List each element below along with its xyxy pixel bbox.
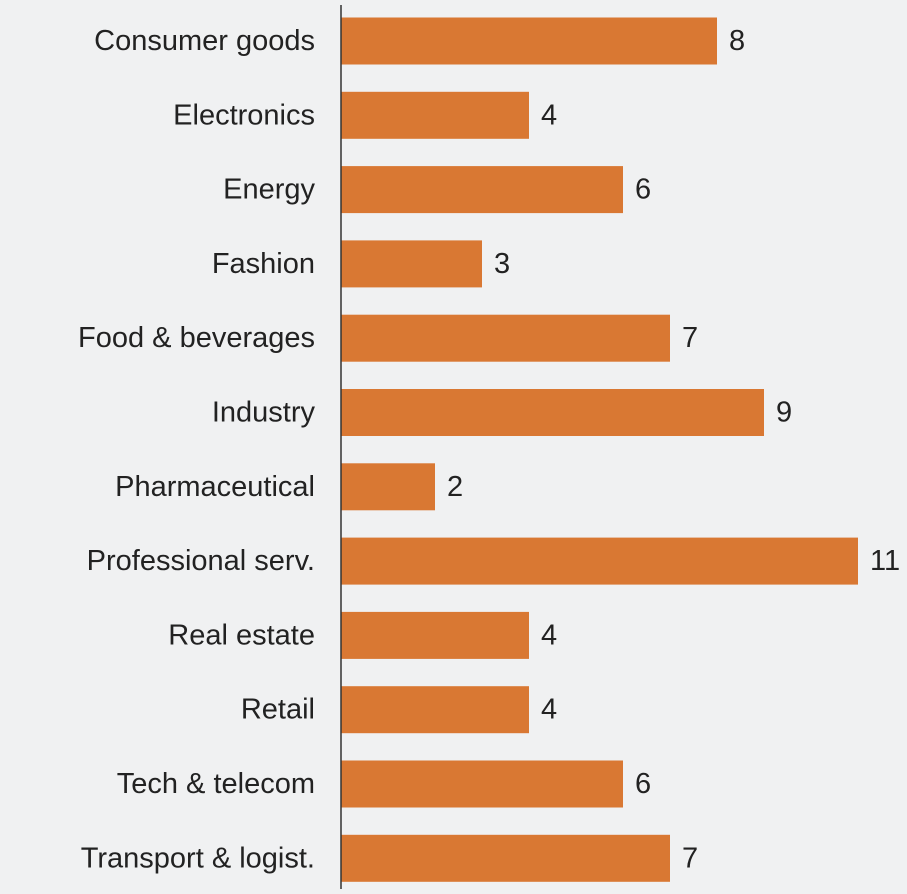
category-label-fashion: Fashion xyxy=(212,248,315,280)
category-label-tech-telecom: Tech & telecom xyxy=(117,768,315,800)
category-label-retail: Retail xyxy=(241,694,315,726)
value-label-energy: 6 xyxy=(635,174,651,206)
value-label-pharmaceutical: 2 xyxy=(447,471,463,503)
bar-food-beverages xyxy=(341,314,670,362)
value-label-professional-serv: 11 xyxy=(870,545,900,577)
value-label-retail: 4 xyxy=(541,694,557,726)
bar-energy xyxy=(341,166,623,214)
category-labels: Consumer goods Electronics Energy Fashion Fo… xyxy=(78,25,315,874)
value-label-industry: 9 xyxy=(776,397,792,429)
value-label-tech-telecom: 6 xyxy=(635,768,651,800)
category-label-real-estate: Real estate xyxy=(168,619,315,651)
bar-retail xyxy=(341,686,529,734)
bar-fashion xyxy=(341,240,482,288)
value-label-food-beverages: 7 xyxy=(682,322,698,354)
value-label-transport-logist: 7 xyxy=(682,842,698,874)
value-label-electronics: 4 xyxy=(541,99,557,131)
category-label-energy: Energy xyxy=(223,174,315,206)
category-label-professional-serv: Professional serv. xyxy=(87,545,315,577)
value-label-consumer-goods: 8 xyxy=(729,25,745,57)
value-label-real-estate: 4 xyxy=(541,619,557,651)
category-label-consumer-goods: Consumer goods xyxy=(94,25,315,57)
bar-transport-logist xyxy=(341,834,670,882)
category-label-industry: Industry xyxy=(212,397,316,429)
bar-tech-telecom xyxy=(341,760,623,808)
bar-electronics xyxy=(341,91,529,139)
bars-layer xyxy=(341,17,858,882)
category-label-electronics: Electronics xyxy=(173,99,315,131)
bar-professional-serv xyxy=(341,537,858,585)
category-label-food-beverages: Food & beverages xyxy=(78,322,315,354)
category-label-pharmaceutical: Pharmaceutical xyxy=(115,471,315,503)
category-label-transport-logist: Transport & logist. xyxy=(81,842,315,874)
value-labels: 8 4 6 3 7 9 2 11 4 4 6 7 xyxy=(447,25,900,874)
bar-consumer-goods xyxy=(341,17,717,65)
bar-pharmaceutical xyxy=(341,463,435,511)
bar-real-estate xyxy=(341,611,529,659)
bar-industry xyxy=(341,389,764,436)
value-label-fashion: 3 xyxy=(494,248,510,280)
